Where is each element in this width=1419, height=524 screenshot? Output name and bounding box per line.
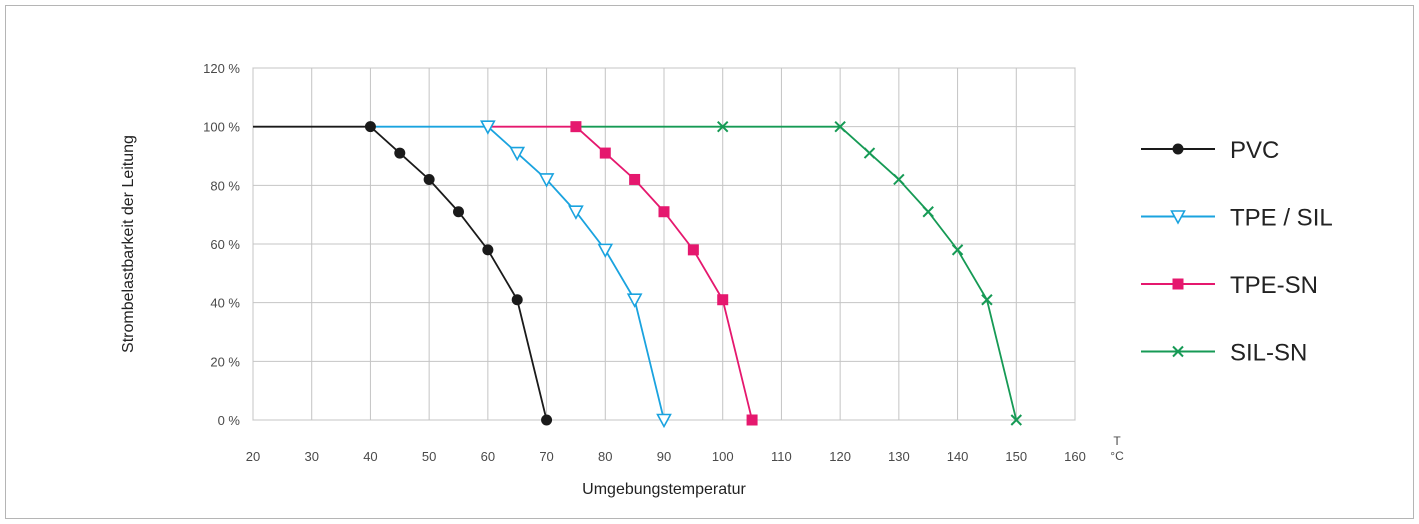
y-tick-label: 60 % [210,237,240,252]
x-tick-label: 130 [888,449,910,464]
x-tick-label: 50 [422,449,436,464]
series-3-point [834,120,846,133]
series-layer [253,120,1022,429]
x-tick-label: 110 [771,449,792,464]
legend-marker [1170,210,1186,225]
y-tick-label: 120 % [203,61,240,76]
series-3-point [1010,414,1022,426]
x-tick-label: 100 [712,449,734,464]
x-tick-label: 60 [481,449,495,464]
legend-label: SIL-SN [1230,340,1307,367]
series-3-point [717,120,729,133]
y-tick-label: 0 % [218,413,241,428]
series-0-point [482,244,494,256]
x-unit-degree: °C [1110,449,1124,463]
series-line-1 [370,125,665,421]
series-0-point [394,147,406,159]
series-2-point [658,206,670,218]
x-tick-label: 120 [829,449,851,464]
series-3-point [981,294,993,306]
series-2-point [570,121,582,133]
series-0-point [423,173,435,185]
series-0-point [364,121,376,133]
x-tick-label: 80 [598,449,612,464]
series-3-point [922,206,934,218]
x-tick-label: 20 [246,449,260,464]
series-2-point [746,414,758,426]
y-axis-title: Strombelastbarkeit der Leitung [120,135,137,353]
legend: PVC TPE / SIL TPE-SN SIL-SN [1141,137,1333,367]
series-1-point [480,120,496,135]
x-tick-label: 70 [539,449,553,464]
series-2-point [687,244,699,256]
series-1-point [597,243,614,259]
series-line-0 [253,125,548,421]
series-0-point [511,294,523,306]
series-3-point [863,147,876,159]
legend-marker [1172,278,1184,290]
legend-marker [1172,345,1184,358]
x-tick-label: 40 [363,449,377,464]
x-tick-label: 160 [1064,449,1086,464]
series-2-point [717,294,729,306]
series-0-point [541,414,553,426]
x-tick-label: 90 [657,449,671,464]
series-1-point [626,293,643,308]
y-tick-label: 80 % [210,178,240,193]
series-3-point [893,173,905,186]
legend-label: PVC [1230,137,1279,164]
x-axis-title: Umgebungstemperatur [582,481,746,498]
series-2-point [629,173,641,185]
x-tick-label: 150 [1005,449,1027,464]
legend-label: TPE-SN [1230,272,1318,299]
y-tick-label: 100 % [203,120,240,135]
tick-labels: 20 30 40 50 60 70 80 90 100 110 120 130 140 150 160 0 %… [203,61,1086,464]
y-tick-label: 20 % [210,354,240,369]
x-tick-label: 30 [304,449,318,464]
series-1-point [568,205,584,220]
legend-marker [1172,143,1184,155]
series-1-point [656,413,672,429]
x-unit-symbol: T [1113,434,1121,448]
series-1-point [538,173,555,188]
series-0-point [453,206,464,218]
x-tick-label: 140 [947,449,969,464]
y-tick-label: 40 % [210,296,240,311]
series-3-point [951,244,964,256]
series-2-point [599,147,611,159]
series-1-point [509,146,526,162]
legend-label: TPE / SIL [1230,205,1333,232]
